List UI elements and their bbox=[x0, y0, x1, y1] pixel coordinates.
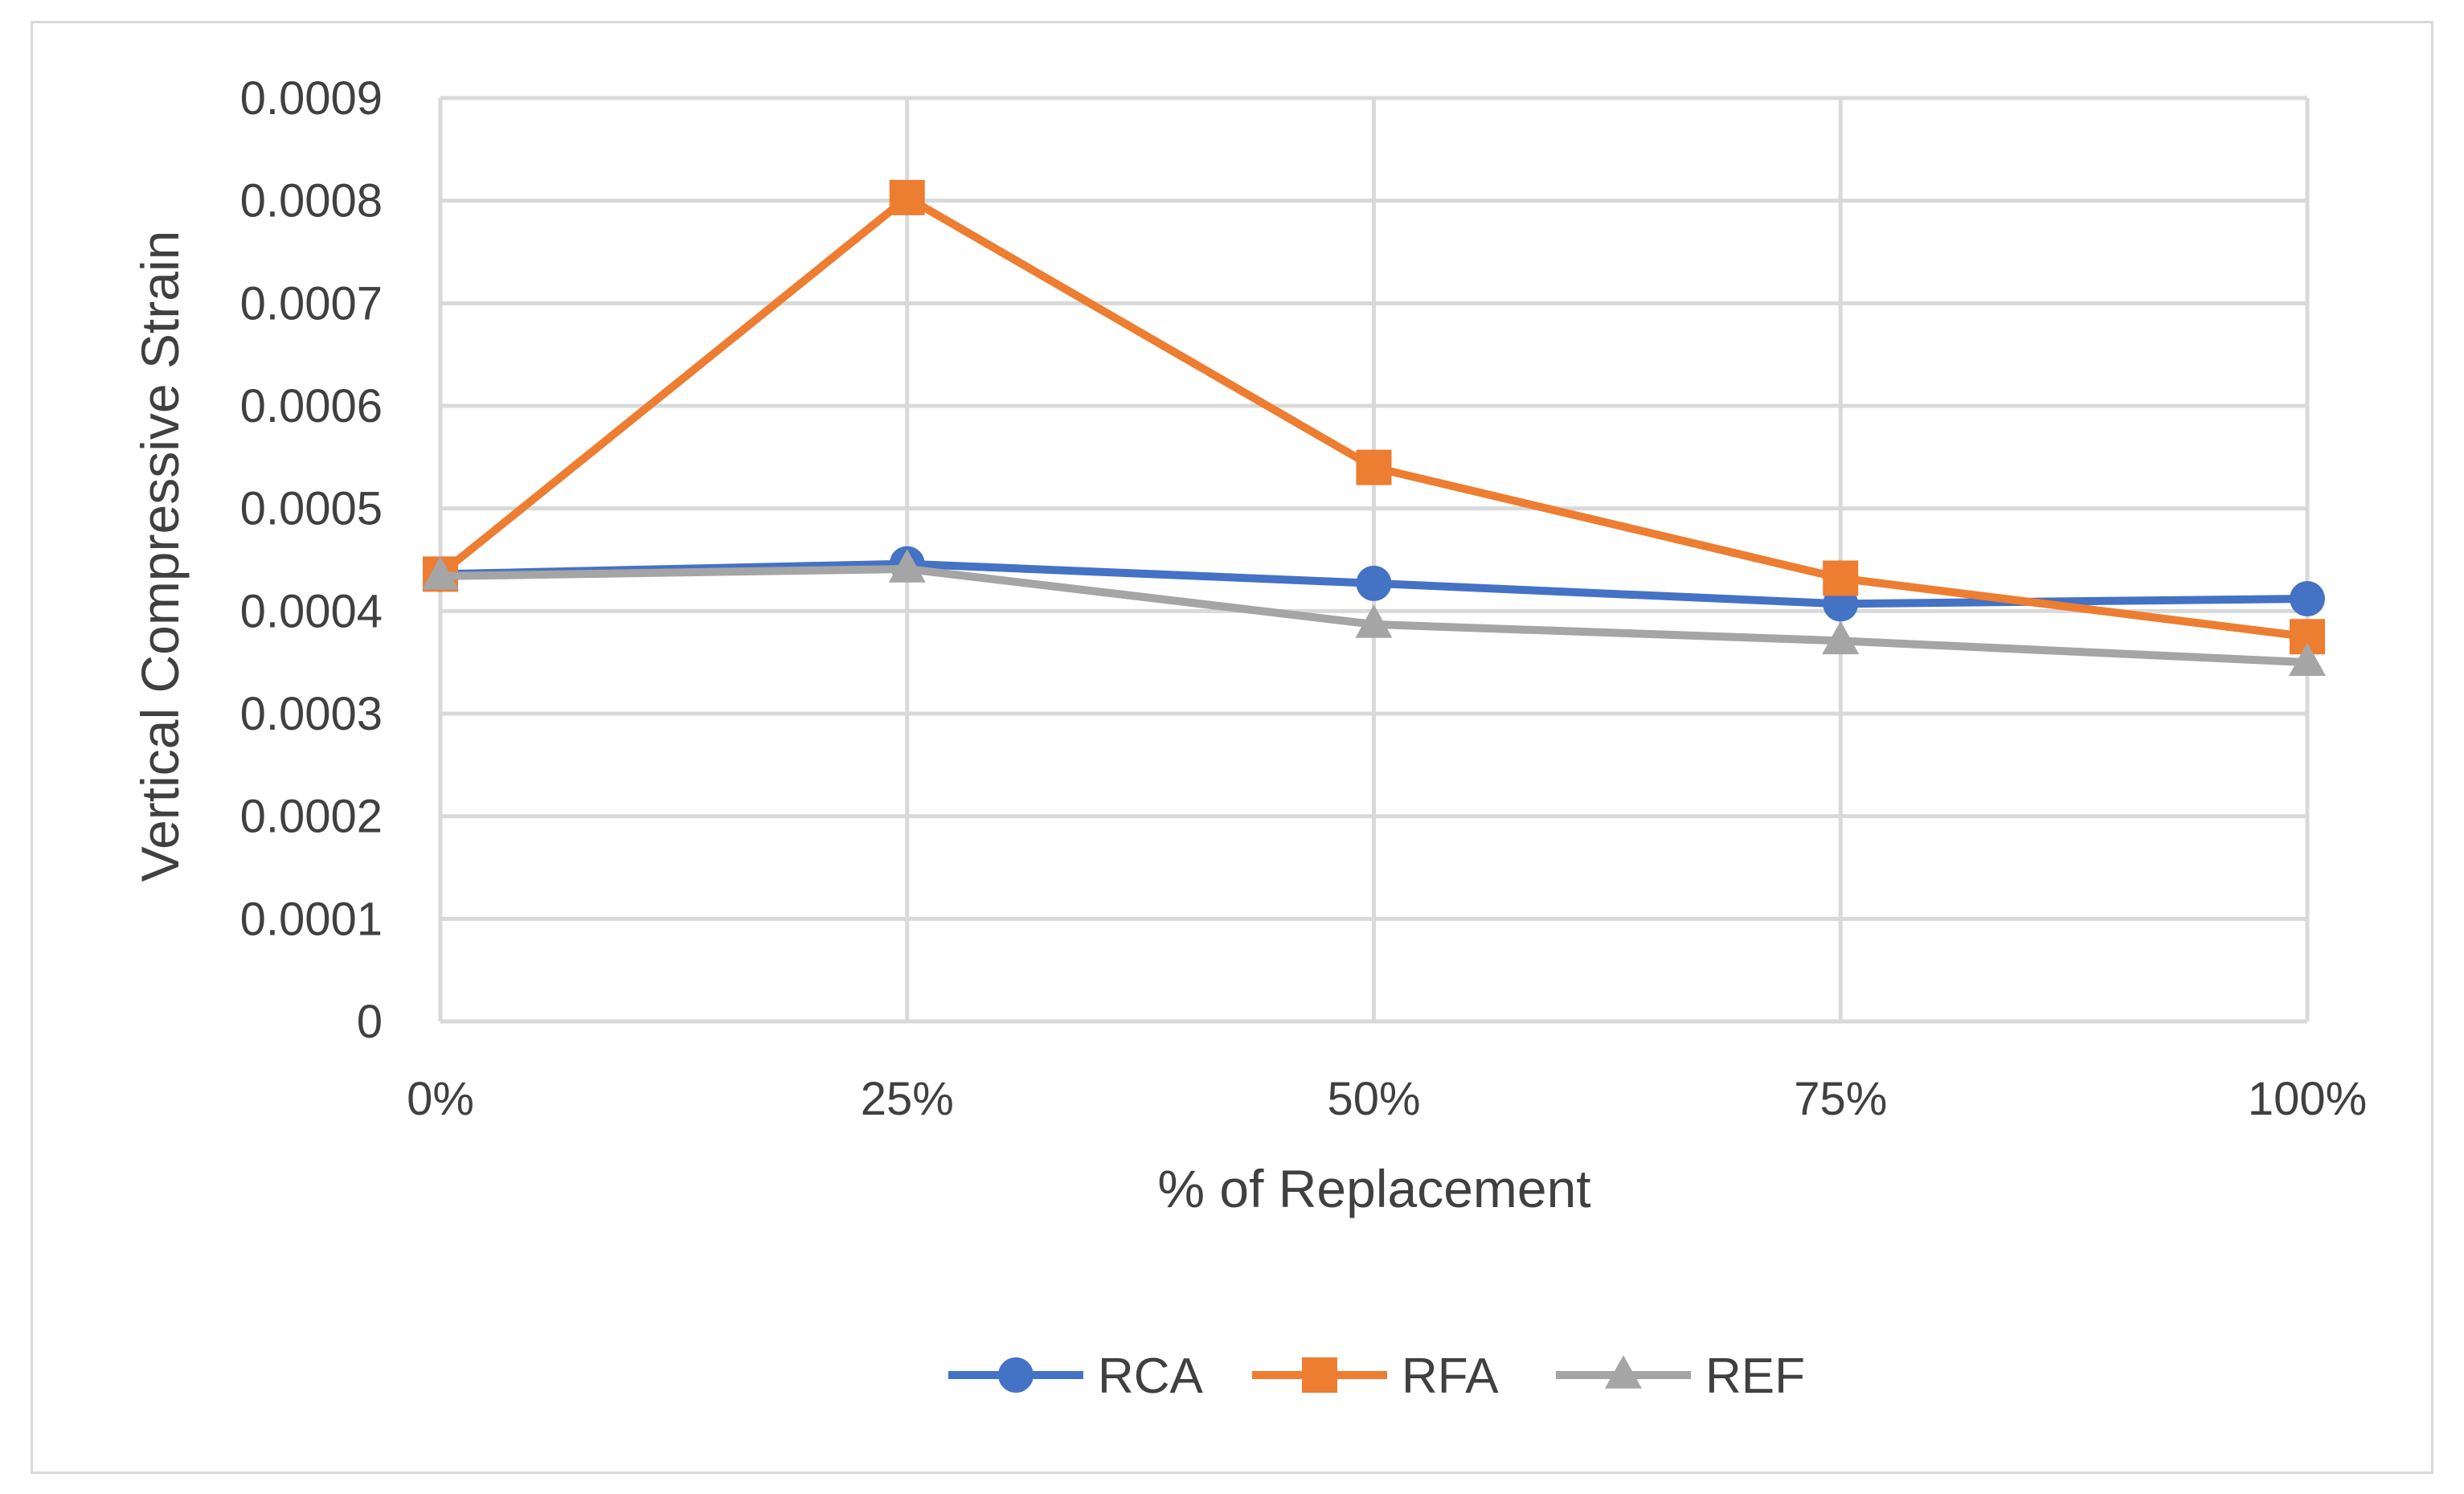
data-point-rca bbox=[2290, 581, 2325, 617]
y-tick-label: 0.0003 bbox=[240, 688, 383, 740]
y-tick-label: 0 bbox=[357, 996, 383, 1048]
data-point-rfa bbox=[1356, 449, 1392, 485]
legend-marker bbox=[1605, 1355, 1642, 1389]
y-tick-label: 0.0005 bbox=[240, 483, 383, 535]
legend-label: RFA bbox=[1402, 1349, 1499, 1404]
legend-item-ref: REF bbox=[1556, 1349, 1805, 1404]
chart-frame bbox=[31, 21, 2433, 1474]
y-tick-label: 0.0006 bbox=[240, 380, 383, 432]
data-point-ref bbox=[1355, 604, 1393, 638]
data-point-rfa bbox=[889, 179, 925, 215]
legend: RCA RFA REF bbox=[948, 1349, 1805, 1404]
legend-marker bbox=[1302, 1357, 1337, 1393]
y-axis-title: Vertical Compressive Strain bbox=[130, 231, 190, 882]
legend-marker bbox=[998, 1357, 1033, 1393]
legend-label: RCA bbox=[1098, 1349, 1204, 1404]
x-tick-label: 0% bbox=[407, 1073, 474, 1125]
y-tick-label: 0.0008 bbox=[240, 175, 383, 227]
x-axis-tick-labels: 0% 25% 50% 75% 100% bbox=[407, 1073, 2367, 1125]
data-point-ref bbox=[1822, 620, 1860, 655]
legend-label: REF bbox=[1705, 1349, 1805, 1404]
y-tick-label: 0.0007 bbox=[240, 277, 383, 329]
y-tick-label: 0.0001 bbox=[240, 893, 383, 945]
legend-item-rca: RCA bbox=[948, 1349, 1204, 1404]
data-point-rca bbox=[1356, 565, 1392, 601]
legend-item-rfa: RFA bbox=[1252, 1349, 1499, 1404]
x-tick-label: 75% bbox=[1794, 1073, 1887, 1125]
data-point-ref bbox=[888, 549, 926, 583]
y-tick-label: 0.0002 bbox=[240, 791, 383, 843]
data-point-ref bbox=[422, 556, 459, 590]
gridlines bbox=[438, 96, 2310, 1024]
y-tick-label: 0.0009 bbox=[240, 72, 383, 125]
x-tick-label: 100% bbox=[2248, 1073, 2367, 1125]
x-tick-label: 50% bbox=[1327, 1073, 1420, 1125]
data-point-rfa bbox=[1823, 560, 1859, 596]
data-point-ref bbox=[2289, 642, 2326, 676]
y-axis-tick-labels: 0 0.0001 0.0002 0.0003 0.0004 0.0005 0.0006 0.0… bbox=[240, 72, 383, 1048]
series-layer bbox=[422, 179, 2326, 676]
x-axis-title: % of Replacement bbox=[1157, 1159, 1590, 1218]
y-tick-label: 0.0004 bbox=[240, 585, 383, 637]
x-tick-label: 25% bbox=[861, 1073, 954, 1125]
series-ref bbox=[422, 549, 2326, 676]
